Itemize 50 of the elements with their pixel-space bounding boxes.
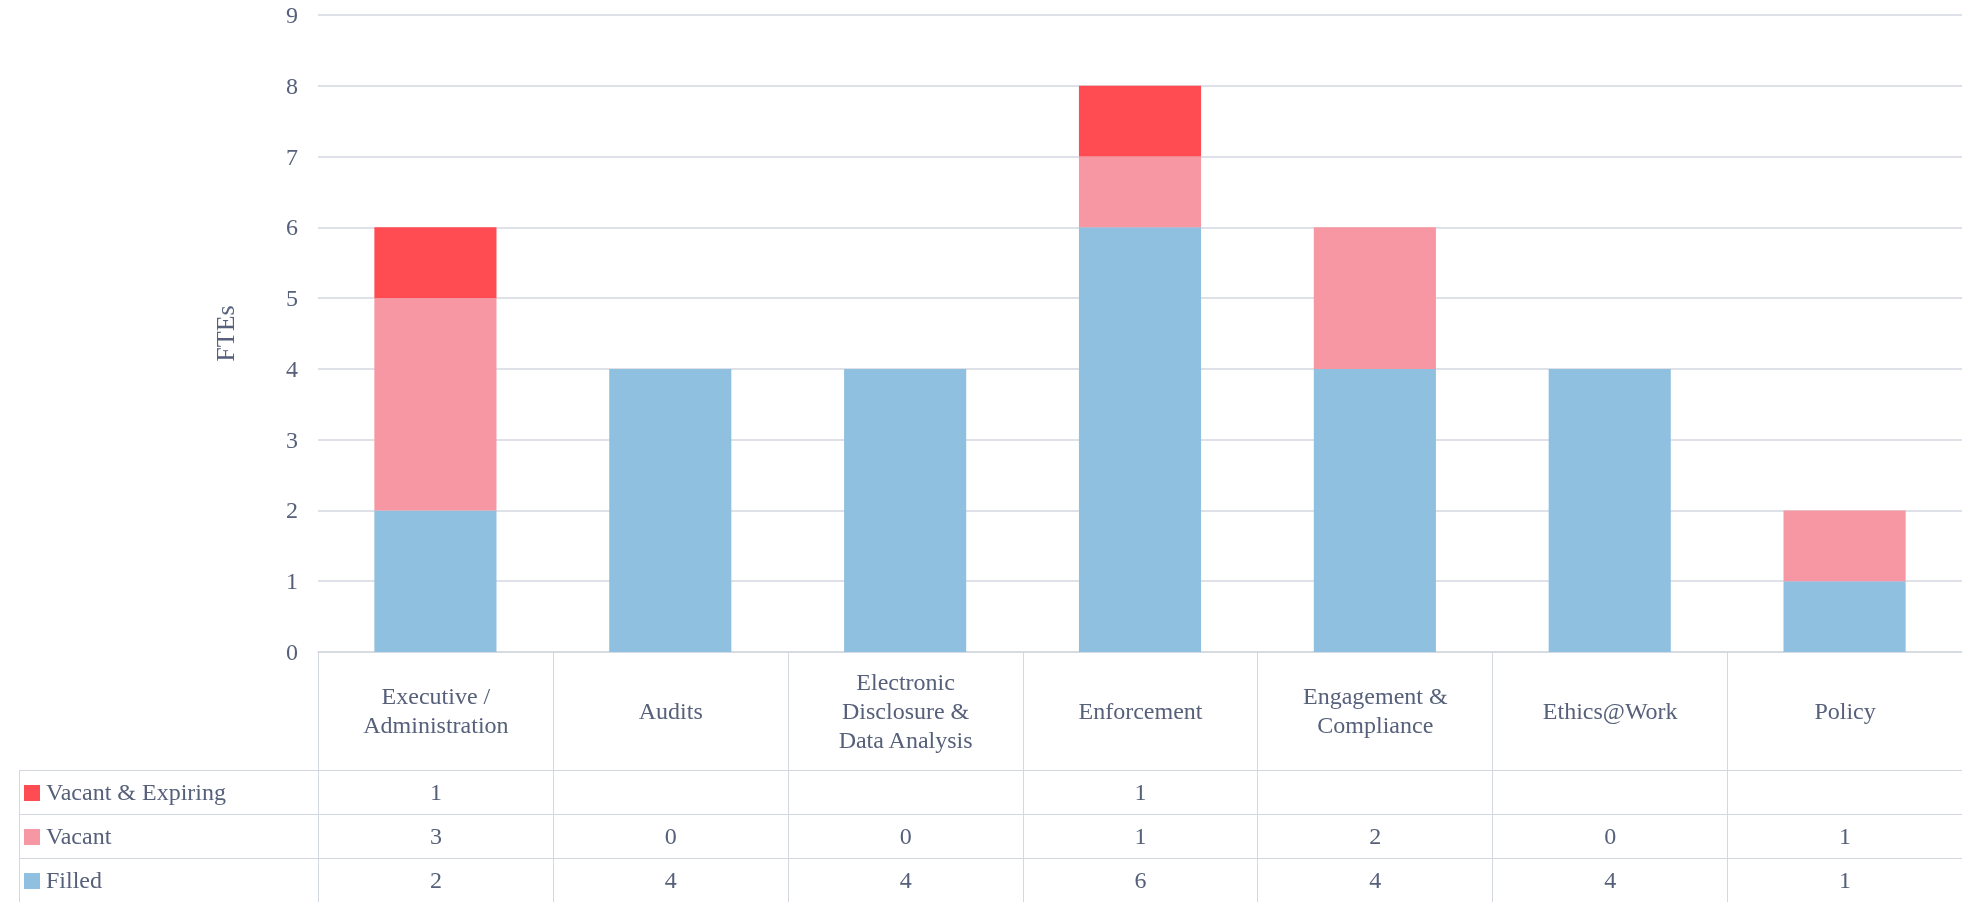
data-label: 4	[1257, 858, 1493, 902]
bar	[374, 227, 497, 299]
data-label: 0	[1492, 814, 1728, 858]
y-axis-title: FTEs	[210, 305, 240, 362]
bar	[1783, 510, 1906, 582]
data-label: 4	[552, 858, 788, 902]
data-label: 2	[1257, 814, 1493, 858]
bar	[609, 368, 732, 652]
data-label: 1	[1727, 858, 1962, 902]
bar	[1783, 581, 1906, 652]
bar	[844, 368, 967, 652]
bar	[374, 510, 497, 652]
y-tick-label: 7	[286, 143, 298, 170]
legend-label: Filled	[46, 866, 103, 895]
data-label: 0	[552, 814, 788, 858]
y-tick-label: 2	[286, 497, 298, 524]
x-tick-label: Electronic Disclosure & Data Analysis	[787, 652, 1023, 770]
bar	[1078, 156, 1202, 228]
x-tick-label: Policy	[1727, 652, 1962, 770]
y-tick-label: 1	[286, 568, 298, 595]
y-tick-label: 9	[286, 2, 298, 28]
y-tick-label: 5	[286, 285, 298, 312]
data-label: 4	[1492, 858, 1728, 902]
bar	[1078, 85, 1202, 157]
data-label: 2	[318, 858, 553, 902]
legend-label: Vacant	[46, 822, 112, 851]
bar	[1078, 227, 1202, 652]
y-tick-label: 6	[286, 214, 298, 241]
data-label: 0	[787, 814, 1023, 858]
data-label: 1	[1022, 814, 1258, 858]
y-tick-label: 3	[286, 426, 298, 453]
data-label: 1	[1727, 814, 1962, 858]
bar	[1548, 368, 1671, 652]
x-tick-label: Engagement & Compliance	[1257, 652, 1493, 770]
bar	[1313, 368, 1436, 652]
y-tick-label: 8	[286, 72, 298, 99]
bar	[1313, 227, 1436, 369]
legend-label: Vacant & Expiring	[46, 778, 226, 807]
x-tick-label: Executive / Administration	[318, 652, 553, 770]
data-label: 1	[1022, 770, 1258, 814]
data-label: 4	[787, 858, 1023, 902]
y-tick-label: 4	[286, 355, 298, 382]
x-tick-label: Enforcement	[1022, 652, 1258, 770]
x-tick-label: Audits	[552, 652, 788, 770]
bar	[374, 298, 497, 511]
x-tick-label: Ethics@Work	[1492, 652, 1728, 770]
y-tick-label: 0	[286, 639, 298, 665]
data-label: 1	[318, 770, 553, 814]
data-label: 6	[1022, 858, 1258, 902]
data-label: 3	[318, 814, 553, 858]
